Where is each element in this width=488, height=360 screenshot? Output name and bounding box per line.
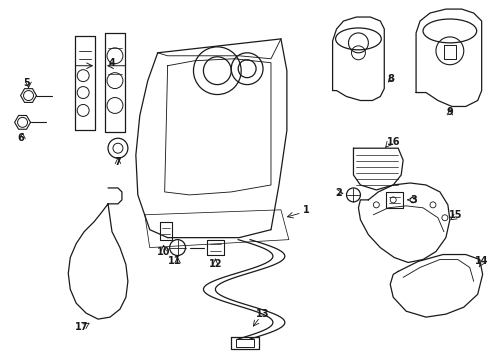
Text: 17: 17 xyxy=(75,322,89,332)
Text: 10: 10 xyxy=(157,247,170,257)
Text: 16: 16 xyxy=(386,137,399,147)
Text: 1: 1 xyxy=(303,205,309,215)
Text: 7: 7 xyxy=(114,157,121,167)
Text: 12: 12 xyxy=(208,260,222,270)
Text: 13: 13 xyxy=(256,309,269,319)
Text: 3: 3 xyxy=(410,195,417,205)
Text: 8: 8 xyxy=(387,74,394,84)
Text: 2: 2 xyxy=(334,188,341,198)
Text: 15: 15 xyxy=(448,210,462,220)
Text: 4: 4 xyxy=(108,58,115,68)
Bar xyxy=(236,339,254,347)
Text: 9: 9 xyxy=(446,107,452,117)
Text: 14: 14 xyxy=(474,256,488,266)
Text: 11: 11 xyxy=(167,256,181,266)
Text: 6: 6 xyxy=(17,133,24,143)
Text: 5: 5 xyxy=(23,78,30,87)
